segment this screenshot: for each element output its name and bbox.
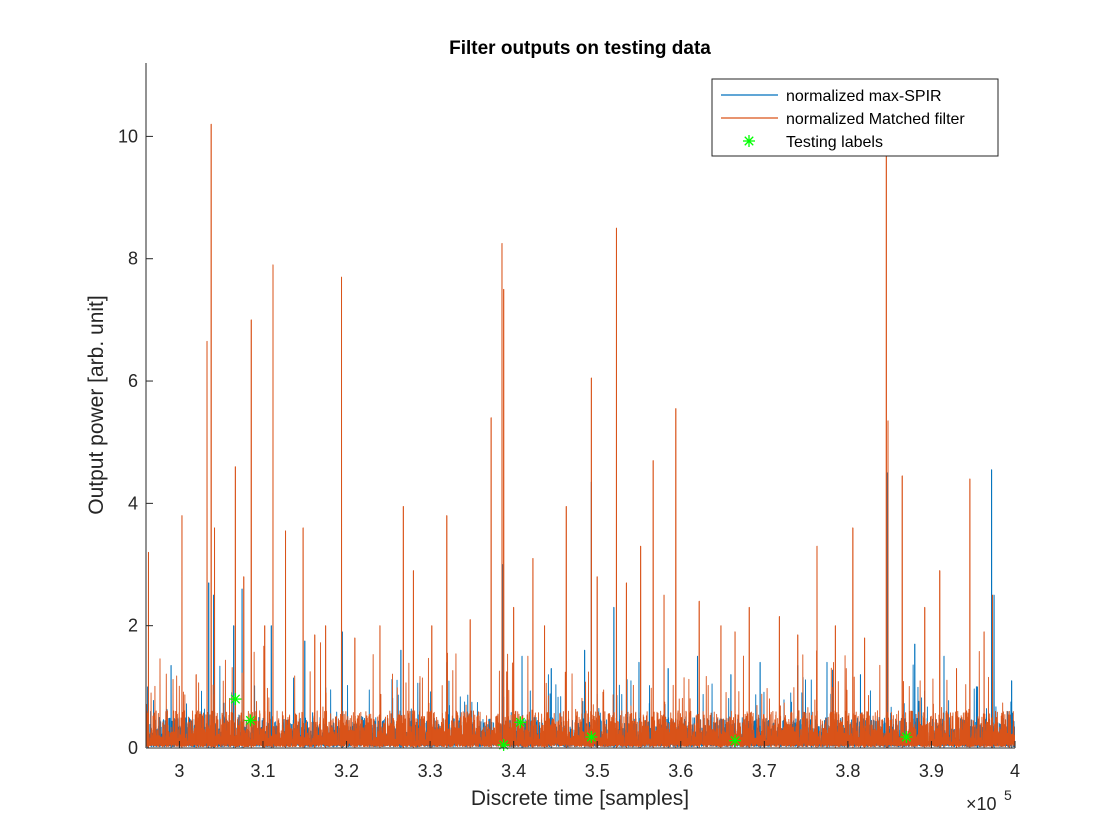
y-tick-label: 4 bbox=[128, 493, 138, 513]
testing-label-point bbox=[900, 730, 913, 743]
x-tick-label: 3.9 bbox=[919, 761, 944, 781]
testing-label-point bbox=[585, 730, 598, 743]
x-axis-exponent: ×10 5 bbox=[966, 787, 1012, 814]
y-tick-label: 6 bbox=[128, 371, 138, 391]
testing-label-point bbox=[229, 693, 242, 706]
legend-marker bbox=[743, 135, 755, 147]
x-tick-label: 4 bbox=[1010, 761, 1020, 781]
testing-label-point bbox=[514, 716, 527, 729]
y-tick-label: 2 bbox=[128, 616, 138, 636]
testing-label-point bbox=[729, 734, 742, 747]
legend-entry-label: Testing labels bbox=[786, 134, 883, 151]
x-axis-label: Discrete time [samples] bbox=[471, 787, 689, 810]
testing-label-point bbox=[497, 738, 510, 751]
y-tick-label: 0 bbox=[128, 738, 138, 758]
legend-entry-label: normalized Matched filter bbox=[786, 111, 965, 128]
legend-entry-label: normalized max-SPIR bbox=[786, 88, 942, 105]
chart-title: Filter outputs on testing data bbox=[449, 38, 711, 59]
y-axis-label: Output power [arb. unit] bbox=[85, 295, 108, 514]
x-tick-label: 3.4 bbox=[501, 761, 526, 781]
x-tick-label: 3.1 bbox=[250, 761, 275, 781]
legend: normalized max-SPIR normalized Matched fi… bbox=[711, 78, 999, 157]
testing-label-point bbox=[244, 714, 257, 727]
x-axis-exponent-base: ×10 bbox=[966, 794, 997, 814]
series-line-2 bbox=[146, 123, 1015, 748]
x-tick-label: 3.6 bbox=[668, 761, 693, 781]
x-tick-label: 3.8 bbox=[835, 761, 860, 781]
x-tick-label: 3.3 bbox=[418, 761, 443, 781]
x-axis-exponent-power: 5 bbox=[1004, 787, 1012, 803]
x-tick-label: 3.7 bbox=[752, 761, 777, 781]
x-tick-label: 3.5 bbox=[585, 761, 610, 781]
y-tick-label: 10 bbox=[118, 126, 138, 146]
x-tick-label: 3 bbox=[174, 761, 184, 781]
x-tick-label: 3.2 bbox=[334, 761, 359, 781]
y-tick-label: 8 bbox=[128, 249, 138, 269]
